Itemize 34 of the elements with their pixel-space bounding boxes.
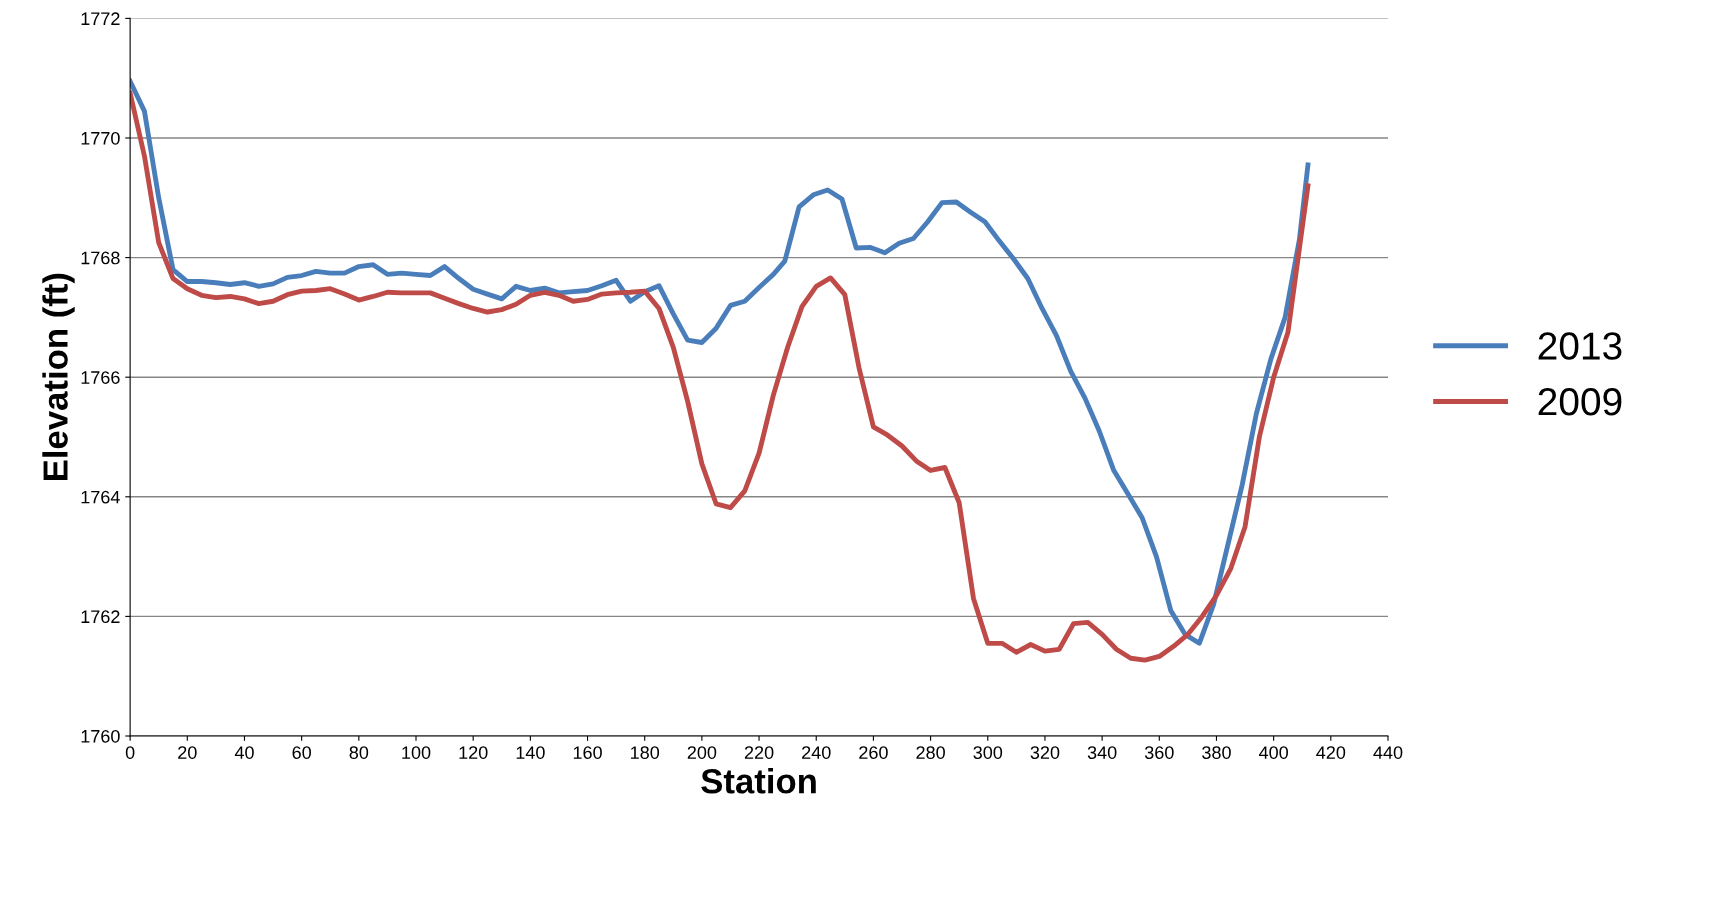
y-tick-label: 1768 [81, 251, 120, 265]
x-axis-title: Station [701, 768, 816, 794]
y-axis-title: Elevation (ft) [42, 273, 75, 480]
legend-label: 2013 [1538, 332, 1622, 360]
x-tick-label: 400 [1259, 746, 1289, 759]
x-tick-label: 300 [973, 746, 1003, 759]
x-tick-label: 380 [1202, 746, 1231, 759]
x-tick-label: 260 [859, 746, 888, 759]
x-tick-label: 220 [744, 746, 774, 759]
y-tick-label: 1772 [81, 12, 120, 25]
x-tick-label: 340 [1087, 746, 1117, 759]
x-tick-label: 100 [402, 746, 431, 759]
x-tick-label: 180 [631, 746, 660, 759]
x-tick-label: 40 [234, 746, 254, 759]
y-tick-label: 1770 [81, 131, 120, 145]
x-tick-label: 360 [1144, 746, 1174, 759]
x-tick-label: 0 [125, 746, 135, 759]
y-tick-label: 1764 [81, 490, 120, 504]
x-tick-label: 320 [1030, 746, 1060, 759]
y-tick-label: 1762 [81, 610, 120, 624]
y-tick-label: 1766 [81, 371, 120, 384]
y-tick-label: 1760 [81, 729, 120, 743]
x-tick-label: 280 [916, 746, 945, 759]
legend-label: 2009 [1538, 387, 1622, 416]
x-tick-label: 140 [516, 746, 545, 759]
x-tick-label: 60 [292, 746, 311, 759]
x-tick-label: 80 [349, 746, 369, 759]
x-tick-label: 420 [1316, 746, 1346, 759]
x-tick-label: 20 [178, 746, 197, 759]
x-tick-label: 160 [573, 746, 602, 759]
x-tick-label: 440 [1373, 746, 1403, 759]
x-tick-label: 240 [802, 746, 831, 759]
x-tick-label: 200 [687, 746, 717, 759]
x-tick-label: 120 [459, 746, 488, 759]
